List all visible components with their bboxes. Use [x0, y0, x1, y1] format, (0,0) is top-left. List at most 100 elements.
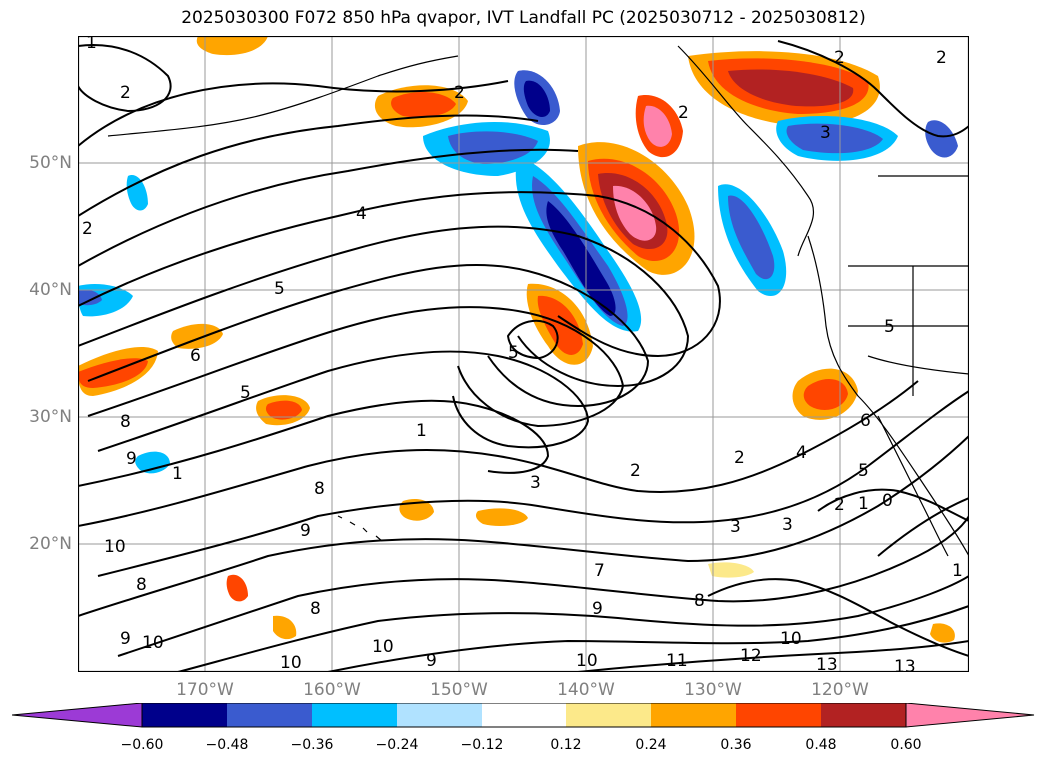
- contour-label: 10: [280, 653, 302, 672]
- contour-label: 9: [592, 599, 603, 619]
- contour-label: 5: [240, 383, 251, 403]
- negative-anomaly-patch: [925, 120, 958, 158]
- colorbar-extend-high: [905, 703, 1035, 728]
- contour-label: 9: [300, 521, 311, 541]
- colorbar-tick: 0.60: [890, 737, 922, 753]
- contour-label: 2: [120, 83, 131, 103]
- positive-anomaly-patch: [537, 295, 583, 355]
- contour-label: 5: [858, 461, 869, 481]
- lon-label-140w: 140°W: [557, 680, 615, 700]
- contour-label: 2: [82, 219, 93, 239]
- west-coast: [807, 235, 969, 557]
- colorbar-swatch: [482, 703, 566, 727]
- colorbar-tick: −0.48: [205, 737, 249, 753]
- negative-anomaly-patch: [126, 175, 148, 211]
- contour-label: 1: [86, 36, 97, 53]
- map-title: 2025030300 F072 850 hPa qvapor, IVT Land…: [181, 8, 866, 28]
- contour-label: 12: [740, 646, 762, 666]
- contour-label: 8: [694, 591, 705, 611]
- map-panel: 1 2 2 2 3 2 4 5 5 6 5 8 9 1 1 3 2 2 4 6 …: [78, 36, 969, 672]
- lon-label-160w: 160°W: [303, 680, 361, 700]
- positive-anomaly-patch: [196, 36, 268, 56]
- positive-anomaly-patch: [643, 105, 672, 147]
- contour-label: 5: [884, 317, 895, 337]
- colorbar-tick: 0.24: [635, 737, 667, 753]
- colorbar-extend-low: [12, 703, 143, 728]
- contour-label: 3: [820, 123, 831, 143]
- contour-label: 6: [860, 411, 871, 431]
- negative-anomaly-patch: [448, 131, 538, 164]
- positive-anomaly-patch: [613, 185, 657, 241]
- contour-label: 11: [666, 651, 688, 671]
- contour-label: 2: [734, 448, 745, 468]
- us-mexico-border: [867, 355, 969, 375]
- colorbar-tick: 0.36: [720, 737, 752, 753]
- contour-label: 10: [104, 537, 126, 557]
- positive-anomaly-patch: [803, 379, 848, 410]
- contour-label: 10: [576, 651, 598, 671]
- contour-label: 3: [530, 473, 541, 493]
- contour-label: 10: [142, 633, 164, 653]
- colorbar-swatch: [736, 703, 821, 727]
- colorbar-swatch: [566, 703, 651, 727]
- lon-label-130w: 130°W: [684, 680, 742, 700]
- contour-label: 9: [426, 651, 437, 671]
- lat-label-30n: 30°N: [29, 407, 72, 427]
- negative-anomaly-patch: [786, 123, 883, 154]
- positive-anomaly-patch: [930, 623, 955, 643]
- positive-anomaly-patch: [171, 323, 223, 349]
- colorbar-border: [141, 703, 907, 728]
- contour-label: 4: [356, 204, 367, 224]
- contour-label: 2: [936, 48, 947, 68]
- alaska-coast: [677, 45, 814, 257]
- lon-label-170w: 170°W: [176, 680, 234, 700]
- contour-label: 9: [126, 449, 137, 469]
- colorbar: [12, 703, 1035, 728]
- colorbar-tick: −0.60: [120, 737, 164, 753]
- contour-label: 2: [834, 495, 845, 515]
- map-frame: [78, 36, 969, 672]
- contour-label: 2: [454, 83, 465, 103]
- positive-anomaly-patch: [391, 92, 456, 118]
- contour-label: 9: [120, 629, 131, 649]
- negative-anomaly-patch: [546, 201, 616, 316]
- colorbar-swatch: [312, 703, 397, 727]
- positive-anomaly-patch: [475, 508, 528, 526]
- contour-label: 8: [120, 412, 131, 432]
- contour-label: 7: [594, 561, 605, 581]
- contour-label: 13: [816, 655, 838, 672]
- contour-label: 3: [782, 515, 793, 535]
- positive-anomaly-patch: [728, 69, 854, 107]
- contour-label: 8: [136, 575, 147, 595]
- contour-label: 13: [894, 657, 916, 672]
- contour-label: 6: [190, 346, 201, 366]
- aleutian-islands: [107, 55, 459, 137]
- colorbar-swatch: [142, 703, 227, 727]
- contour-label: 1: [858, 494, 869, 514]
- lon-label-120w: 120°W: [811, 680, 869, 700]
- contour-label: 2: [678, 103, 689, 123]
- colorbar-tick: −0.24: [375, 737, 419, 753]
- lat-label-20n: 20°N: [29, 534, 72, 554]
- contour-label: 3: [730, 517, 741, 537]
- positive-anomaly-patch: [265, 400, 302, 420]
- colorbar-tick: −0.12: [460, 737, 504, 753]
- contour-label: 8: [314, 479, 325, 499]
- colorbar-tick: −0.36: [290, 737, 334, 753]
- contour-label: 2: [834, 48, 845, 68]
- state-lines: [848, 265, 969, 396]
- contour-label-layer: 1 2 2 2 3 2 4 5 5 6 5 8 9 1 1 3 2 2 4 6 …: [82, 36, 963, 672]
- contour-label: 1: [172, 464, 183, 484]
- contour-label: 8: [310, 599, 321, 619]
- colorbar-swatch: [227, 703, 312, 727]
- anomaly-fill-layer: [78, 36, 958, 643]
- negative-anomaly-patch: [523, 80, 550, 118]
- negative-anomaly-patch: [135, 451, 170, 474]
- coastlines: [107, 45, 969, 557]
- contour-label: 10: [780, 629, 802, 649]
- positive-anomaly-patch: [78, 358, 148, 388]
- negative-anomaly-patch: [78, 289, 102, 306]
- contour-label: 5: [274, 279, 285, 299]
- contour-label: 1: [952, 561, 963, 581]
- lat-label-40n: 40°N: [29, 280, 72, 300]
